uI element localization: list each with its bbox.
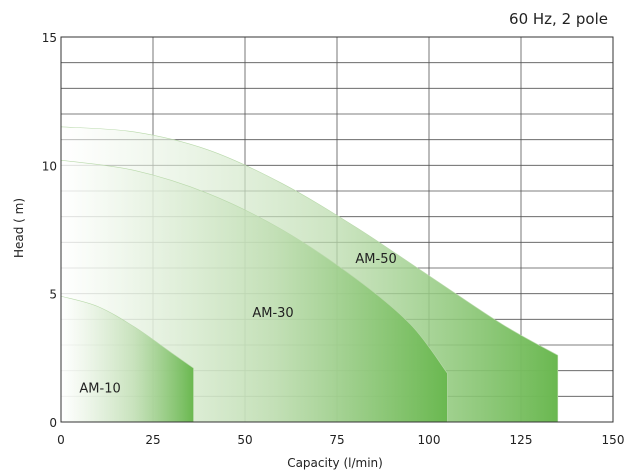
y-axis-title: Head ( m) [12, 198, 26, 258]
plot-border [60, 36, 614, 423]
x-tick-label: 0 [57, 433, 65, 447]
series-label-am-30: AM-30 [252, 306, 293, 321]
plot-frame [60, 36, 614, 423]
x-tick-label: 100 [418, 433, 441, 447]
series-label-am-10: AM-10 [79, 381, 120, 396]
y-axis-ticks: 0 5 10 15 [42, 31, 57, 430]
y-tick-label: 15 [42, 31, 57, 45]
series-labels: AM-50 AM-30 AM-10 [79, 252, 396, 397]
plot-areas [60, 126, 559, 423]
chart-subtitle: 60 Hz, 2 pole [509, 10, 608, 28]
x-axis-title: Capacity (l/min) [287, 456, 383, 470]
y-tick-label: 5 [49, 288, 57, 302]
y-tick-label: 10 [42, 159, 57, 173]
x-tick-label: 125 [510, 433, 533, 447]
x-axis-ticks: 0 25 50 75 100 125 150 [57, 433, 624, 447]
y-tick-label: 0 [49, 416, 57, 430]
x-tick-label: 150 [602, 433, 625, 447]
x-tick-label: 50 [237, 433, 252, 447]
series-label-am-50: AM-50 [355, 252, 396, 267]
area-am-10 [60, 295, 194, 423]
x-tick-label: 25 [145, 433, 160, 447]
x-tick-label: 75 [329, 433, 344, 447]
